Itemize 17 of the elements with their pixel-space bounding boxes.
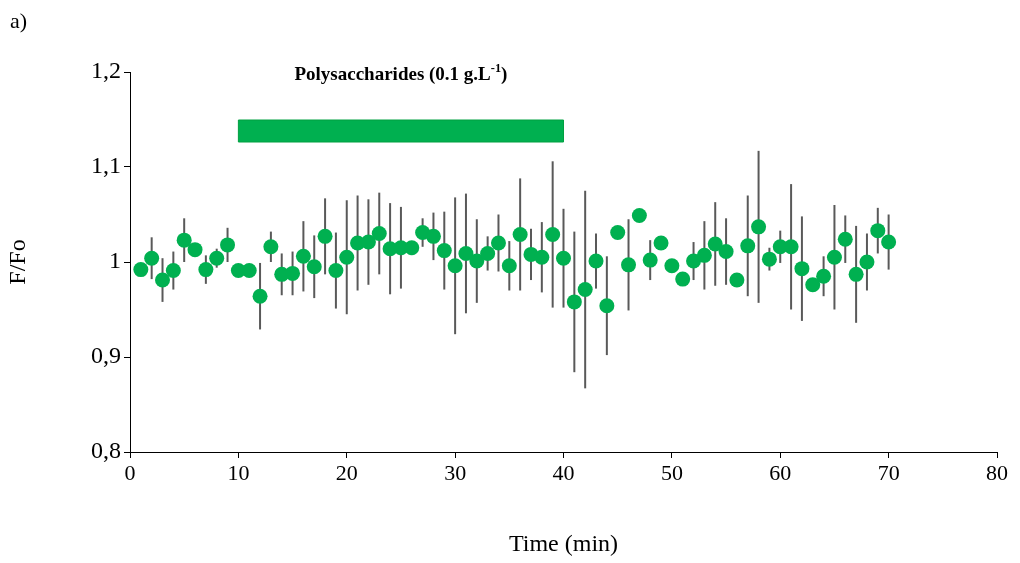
- x-tick-label: 20: [335, 459, 358, 485]
- y-tick-label: 0,8: [91, 437, 121, 464]
- x-tick-label: 30: [444, 459, 467, 485]
- x-tick-label: 0: [124, 459, 136, 485]
- y-tick-label: 1: [109, 247, 121, 274]
- y-axis-title: F/Fo: [3, 239, 30, 285]
- y-tick-label: 0,9: [91, 342, 121, 369]
- x-tick-label: 40: [552, 459, 575, 485]
- text: a): [10, 8, 28, 33]
- x-tick-label: 10: [227, 459, 250, 485]
- x-axis-title: Time (min): [508, 529, 619, 556]
- y-tick-label: 1,1: [91, 152, 121, 179]
- x-tick-label: 60: [769, 459, 792, 485]
- x-tick-label: 50: [660, 459, 683, 485]
- y-tick-label: 1,2: [91, 57, 121, 84]
- x-tick-label: 70: [877, 459, 900, 485]
- x-tick-label: 80: [986, 459, 1008, 485]
